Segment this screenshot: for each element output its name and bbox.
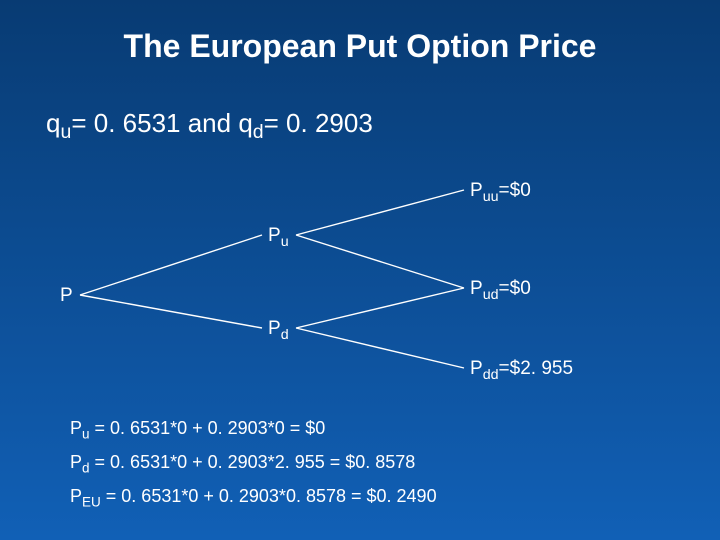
node-pd-main: P: [268, 318, 281, 339]
node-pu-sub: u: [281, 234, 289, 250]
slide: The European Put Option Price qu= 0. 653…: [0, 0, 720, 540]
calc2-rest: = 0. 6531*0 + 0. 2903*0. 8578 = $0. 2490: [101, 486, 437, 506]
calc0-sub: u: [82, 427, 90, 442]
node-puu-val: =$0: [499, 180, 531, 201]
tree-edge: [296, 288, 464, 328]
calc1-sub: d: [82, 461, 90, 476]
tree-edge: [80, 295, 262, 328]
tree-edge: [296, 235, 464, 288]
node-p-main: P: [60, 285, 73, 306]
calc1-var: P: [70, 452, 82, 472]
calc-line-0: Pu = 0. 6531*0 + 0. 2903*0 = $0: [70, 418, 325, 442]
node-puu-sub: uu: [483, 189, 499, 205]
tree-edge: [296, 328, 464, 368]
node-pd-sub: d: [281, 327, 289, 343]
calc2-sub: EU: [82, 495, 101, 510]
node-pud-sub: ud: [483, 287, 499, 303]
tree-edge: [296, 190, 464, 235]
node-puu: Puu=$0: [470, 180, 531, 205]
node-pd: Pd: [268, 318, 289, 343]
node-pdd: Pdd=$2. 955: [470, 358, 573, 383]
calc-line-2: PEU = 0. 6531*0 + 0. 2903*0. 8578 = $0. …: [70, 486, 437, 510]
node-pdd-sub: dd: [483, 367, 499, 383]
node-pu: Pu: [268, 225, 289, 250]
node-pud-main: P: [470, 278, 483, 299]
node-pud-val: =$0: [499, 278, 531, 299]
node-pu-main: P: [268, 225, 281, 246]
calc0-rest: = 0. 6531*0 + 0. 2903*0 = $0: [90, 418, 326, 438]
node-pud: Pud=$0: [470, 278, 531, 303]
calc-line-1: Pd = 0. 6531*0 + 0. 2903*2. 955 = $0. 85…: [70, 452, 415, 476]
tree-edge: [80, 235, 262, 295]
node-p: P: [60, 285, 73, 307]
node-pdd-val: =$2. 955: [499, 358, 574, 379]
node-puu-main: P: [470, 180, 483, 201]
calc0-var: P: [70, 418, 82, 438]
calc1-rest: = 0. 6531*0 + 0. 2903*2. 955 = $0. 8578: [90, 452, 416, 472]
calc2-var: P: [70, 486, 82, 506]
node-pdd-main: P: [470, 358, 483, 379]
